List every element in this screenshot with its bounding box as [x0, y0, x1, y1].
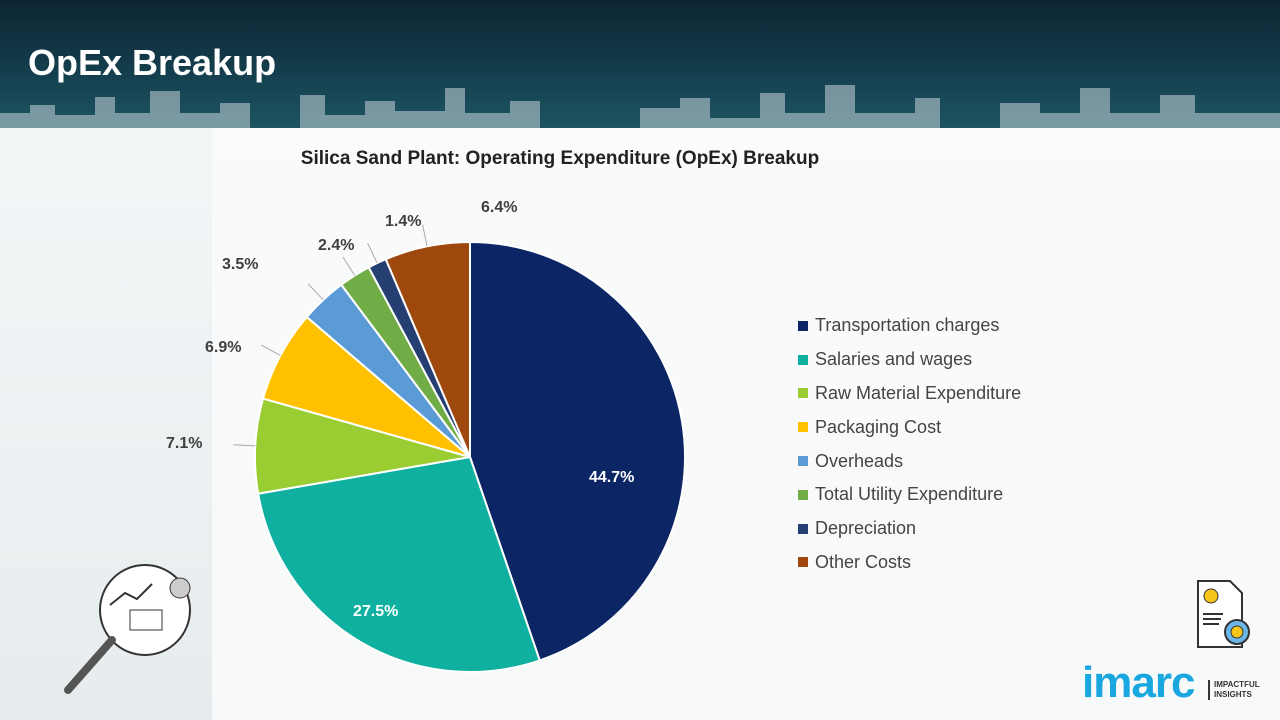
- legend-label: Packaging Cost: [815, 416, 942, 437]
- legend-swatch: [798, 557, 808, 568]
- leader-line: [233, 444, 256, 447]
- legend-item-transportation-charges: Transportation charges: [798, 309, 1021, 343]
- data-label-other: 6.4%: [481, 199, 518, 216]
- legend-label: Salaries and wages: [815, 349, 973, 370]
- leader-line: [422, 224, 428, 247]
- legend-item-depreciation: Depreciation: [798, 512, 1021, 546]
- data-label-transportation: 44.7%: [589, 469, 635, 486]
- leader-line: [260, 344, 281, 356]
- legend-label: Raw Material Expenditure: [815, 382, 1022, 403]
- header-banner: OpEx Breakup: [0, 0, 1280, 128]
- page-title: OpEx Breakup: [28, 42, 277, 83]
- cost-document-gear-icon: [1197, 580, 1250, 648]
- legend-item-raw-material-expenditure: Raw Material Expenditure: [798, 377, 1021, 411]
- chart-title: Silica Sand Plant: Operating Expenditure…: [300, 148, 820, 169]
- legend-swatch: [798, 320, 808, 331]
- imarc-logo: imarc: [1082, 658, 1195, 707]
- data-label-packaging: 6.9%: [205, 339, 242, 356]
- legend-swatch: [798, 422, 808, 433]
- legend-swatch: [798, 489, 808, 500]
- legend-item-other-costs: Other Costs: [798, 546, 1021, 580]
- data-label-depreciation: 1.4%: [385, 213, 422, 230]
- pie-slice-salaries-and-wages: [256, 455, 541, 673]
- legend-label: Overheads: [815, 450, 904, 471]
- legend-swatch: [798, 523, 808, 534]
- data-label-utility: 2.4%: [318, 237, 355, 254]
- data-label-salaries: 27.5%: [353, 603, 399, 620]
- legend-label: Total Utility Expenditure: [815, 484, 1004, 505]
- tagline-line-1: IMPACTFUL: [1214, 680, 1260, 689]
- legend-label: Depreciation: [815, 518, 917, 539]
- legend-swatch: [798, 354, 808, 365]
- leader-line: [342, 256, 356, 276]
- legend-item-packaging-cost: Packaging Cost: [798, 410, 1021, 444]
- legend-swatch: [798, 456, 808, 467]
- tagline-line-2: INSIGHTS: [1214, 690, 1252, 699]
- data-label-overheads: 3.5%: [222, 256, 259, 273]
- leader-line: [307, 283, 324, 301]
- legend-swatch: [798, 388, 808, 399]
- legend-item-overheads: Overheads: [798, 444, 1021, 478]
- legend-label: Transportation charges: [815, 315, 1000, 336]
- brand-tagline: IMPACTFUL INSIGHTS: [1208, 680, 1260, 700]
- analytics-magnifier-icon: [64, 564, 191, 694]
- pie-slice-transportation-charges: [469, 240, 686, 662]
- data-label-raw-material: 7.1%: [166, 435, 203, 452]
- legend-item-total-utility-expenditure: Total Utility Expenditure: [798, 478, 1021, 512]
- legend-label: Other Costs: [815, 551, 912, 572]
- leader-line: [367, 243, 378, 264]
- city-skyline-decoration: [0, 85, 1280, 128]
- chart-legend: Transportation charges Salaries and wages…: [798, 309, 1021, 579]
- legend-item-salaries-and-wages: Salaries and wages: [798, 343, 1021, 377]
